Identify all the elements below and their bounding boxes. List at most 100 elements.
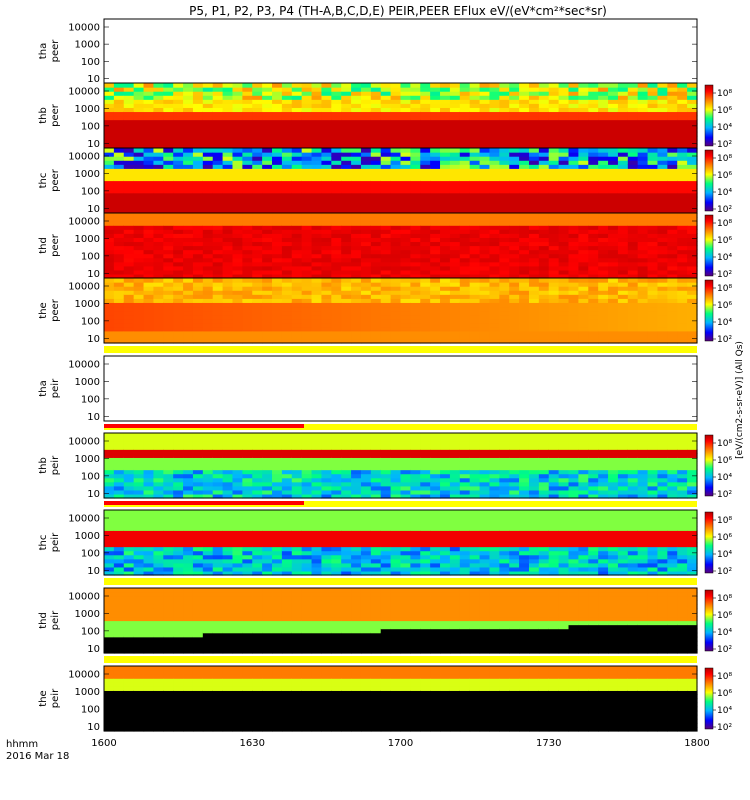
spectrogram-cell <box>192 330 204 336</box>
spectrogram-cell <box>568 269 579 275</box>
spectrogram-cell <box>351 318 362 324</box>
spectrogram-cell <box>331 314 342 320</box>
spectrogram-cell <box>262 278 273 283</box>
spectrogram-cell <box>459 302 471 308</box>
spectrogram-cell <box>608 282 619 287</box>
spectrogram-cell <box>192 229 204 234</box>
spectrogram-cell <box>519 233 530 238</box>
spectrogram-cell <box>370 200 382 206</box>
spectrogram-cell <box>509 87 520 92</box>
spectrogram-cell <box>163 314 174 320</box>
spectrogram-cell <box>380 310 392 316</box>
spectrogram-cell <box>351 338 362 344</box>
spectrogram-cell <box>153 314 164 320</box>
panel-probe-label: tha <box>38 43 49 59</box>
spectrogram-cell <box>183 111 194 117</box>
spectrogram-cell <box>440 334 451 340</box>
spectrogram-cell <box>420 83 431 88</box>
spectrogram-cell <box>281 229 293 234</box>
spectrogram-cell <box>627 453 639 458</box>
spectrogram-cell <box>627 330 639 336</box>
spectrogram-cell <box>360 221 372 226</box>
spectrogram-cell <box>192 298 204 303</box>
y-tick-label: 100 <box>81 316 100 327</box>
spectrogram-cell <box>469 160 481 165</box>
spectrogram-cell <box>183 322 194 328</box>
spectrogram-cell <box>163 457 174 463</box>
spectrogram-cell <box>400 326 411 332</box>
spectrogram-cell <box>469 83 481 88</box>
spectrogram-cell <box>351 282 362 287</box>
panel-species-label: peir <box>50 378 61 398</box>
spectrogram-cell <box>528 152 540 157</box>
spectrogram-cell <box>538 245 550 251</box>
spectrogram-cell <box>212 298 224 303</box>
spectrogram-cell <box>222 188 234 194</box>
spectrogram-cell <box>410 241 421 247</box>
spectrogram-cell <box>281 298 293 303</box>
spectrogram-cell <box>202 314 214 320</box>
spectrogram-cell <box>677 493 688 499</box>
spectrogram-cell <box>637 221 649 226</box>
spectrogram-cell <box>232 453 243 458</box>
spectrogram-cell <box>370 449 382 454</box>
spectrogram-cell <box>627 200 639 206</box>
spectrogram-cell <box>617 485 629 491</box>
spectrogram-cell <box>627 273 639 279</box>
spectrogram-cell <box>192 188 204 194</box>
y-tick-label: 1000 <box>75 104 100 115</box>
spectrogram-cell <box>459 139 471 145</box>
spectrogram-cell <box>133 433 145 438</box>
spectrogram-cell <box>548 119 560 125</box>
spectrogram-cell <box>301 481 313 487</box>
spectrogram-cell <box>420 180 431 186</box>
spectrogram-cell <box>163 245 174 251</box>
spectrogram-cell <box>252 249 263 255</box>
spectrogram-cell <box>558 91 570 96</box>
spectrogram-cell <box>479 229 491 234</box>
spectrogram-cell <box>528 180 540 186</box>
spectrogram-cell <box>528 449 540 454</box>
spectrogram-cell <box>212 131 224 137</box>
spectrogram-cell <box>578 127 589 133</box>
spectrogram-cell <box>459 192 471 198</box>
spectrogram-cell <box>519 286 530 291</box>
spectrogram-cell <box>113 192 125 198</box>
spectrogram-cell <box>657 127 668 133</box>
spectrogram-cell <box>558 87 570 92</box>
spectrogram-cell <box>687 99 698 104</box>
spectrogram-cell <box>687 119 698 125</box>
spectrogram-cell <box>617 115 629 121</box>
spectrogram-cell <box>390 225 402 230</box>
spectrogram-cell <box>657 164 668 169</box>
spectrogram-cell <box>617 465 629 471</box>
spectrogram-cell <box>331 107 342 113</box>
spectrogram-cell <box>133 143 145 149</box>
spectrogram-cell <box>360 160 372 165</box>
spectrogram-cell <box>173 176 184 182</box>
spectrogram-cell <box>341 265 352 271</box>
spectrogram-cell <box>133 245 145 251</box>
spectrogram-cell <box>479 217 491 222</box>
spectrogram-cell <box>687 330 698 336</box>
spectrogram-cell <box>449 334 461 340</box>
spectrogram-cell <box>262 253 273 259</box>
spectrogram-cell <box>548 334 560 340</box>
spectrogram-cell <box>104 338 115 344</box>
spectrogram-cell <box>183 184 194 190</box>
spectrogram-cell <box>390 241 402 247</box>
spectrogram-cell <box>588 127 599 133</box>
spectrogram-cell <box>430 445 441 450</box>
spectrogram-cell <box>489 148 500 153</box>
spectrogram-cell <box>183 123 194 129</box>
spectrogram-cell <box>183 298 194 303</box>
spectrogram-cell <box>440 213 451 218</box>
spectrogram-cell <box>499 265 510 271</box>
spectrogram-cell <box>568 477 579 483</box>
spectrogram-cell <box>548 180 560 186</box>
spectrogram-cell <box>459 143 471 149</box>
spectrogram-cell <box>548 135 560 141</box>
spectrogram-cell <box>173 204 184 210</box>
spectrogram-cell <box>479 433 491 438</box>
spectrogram-cell <box>459 269 471 275</box>
